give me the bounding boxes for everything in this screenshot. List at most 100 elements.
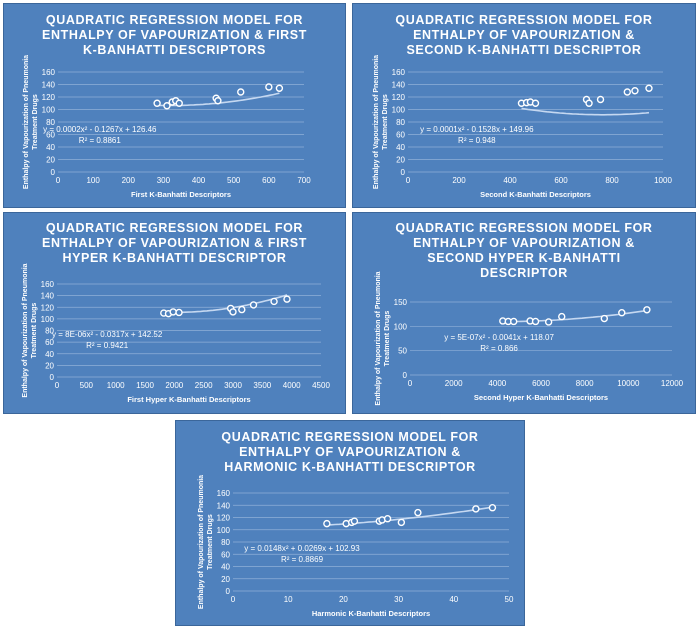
y-tick-label: 0 (403, 371, 408, 380)
x-tick-label: 1500 (136, 381, 154, 390)
chart-title: QUADRATIC REGRESSION MODEL FOR ENTHALPY … (42, 13, 307, 57)
x-tick-label: 1000 (654, 176, 672, 185)
x-tick-label: 600 (262, 176, 276, 185)
data-point (472, 505, 480, 513)
scatter-plot: 0 50 100 150 0 2000 4000 6000 8000 10000 12000 Seco… (375, 271, 684, 405)
y-tick-label: 160 (217, 489, 231, 498)
scatter-plot: 0 20 40 60 80 100 120 140 160 0 10 20 30 40 50 Harmonic… (198, 475, 514, 618)
x-tick-label: 600 (554, 176, 568, 185)
data-point (596, 95, 605, 104)
y-tick-label: 100 (392, 106, 406, 115)
data-point (153, 99, 161, 107)
x-tick-label: 50 (505, 595, 514, 604)
x-tick-label: 0 (231, 595, 236, 604)
x-tick-label: 8000 (576, 379, 594, 388)
regression-equation: y = 0.0001x² - 0.1528x + 149.96 (420, 125, 534, 134)
x-tick-label: 3500 (253, 381, 271, 390)
x-tick-label: 10000 (617, 379, 640, 388)
x-tick-label: 0 (408, 379, 413, 388)
data-point (544, 318, 553, 326)
data-point (510, 317, 518, 326)
y-tick-label: 80 (396, 118, 405, 127)
y-tick-label: 80 (46, 118, 55, 127)
x-tick-label: 2500 (195, 381, 213, 390)
data-point (214, 97, 222, 105)
y-tick-label: 0 (50, 373, 55, 382)
y-tick-label: 80 (221, 538, 230, 547)
x-tick-label: 12000 (661, 379, 684, 388)
data-point (558, 312, 566, 321)
data-point (350, 517, 359, 525)
regression-equation: y = 0.0148x² + 0.0269x + 102.93 (244, 544, 360, 553)
y-tick-label: 60 (46, 131, 55, 140)
x-tick-label: 2000 (165, 381, 183, 390)
data-point (323, 519, 331, 528)
x-tick-label: 10 (284, 595, 293, 604)
y-axis-label: Enthalpy of Vapourization of Pneumonia (23, 55, 30, 189)
x-tick-label: 0 (56, 176, 61, 185)
scatter-plot: 0 20 40 60 80 100 120 140 160 0 500 1000 1500 2000 250… (22, 263, 330, 404)
data-point (643, 306, 651, 314)
data-point (249, 301, 258, 309)
data-point (265, 83, 273, 91)
x-axis-label: Second K-Banhatti Descriptors (480, 190, 591, 199)
data-point (600, 314, 609, 323)
scatter-plot: 0 20 40 60 80 100 120 140 160 0 200 400 600 800 1000 Se… (373, 55, 672, 199)
y-tick-label: 0 (51, 168, 56, 177)
chart-title: QUADRATIC REGRESSION MODEL FOR ENTHALPY … (42, 221, 307, 265)
y-tick-label: 40 (45, 350, 54, 359)
data-point (645, 84, 653, 92)
y-axis-label: Treatment Drugs (384, 311, 391, 367)
y-tick-label: 140 (42, 81, 56, 90)
scatter-plot: 0 20 40 60 80 100 120 140 160 0 100 200 300 400 500 600… (23, 55, 311, 199)
trendline (521, 107, 650, 116)
y-axis-label: Treatment Drugs (32, 94, 39, 150)
y-axis-label: Treatment Drugs (207, 514, 214, 570)
regression-equation: y = 0.0002x² - 0.1267x + 126.46 (43, 125, 157, 134)
r-squared: R² = 0.8869 (281, 555, 324, 564)
y-axis-label: Treatment Drugs (31, 303, 38, 359)
x-tick-label: 0 (55, 381, 60, 390)
data-point (623, 88, 631, 96)
trendline (163, 294, 288, 314)
chart-panel-second-k-banhatti: QUADRATIC REGRESSION MODEL FOR ENTHALPY … (352, 3, 696, 208)
y-tick-label: 40 (221, 563, 230, 572)
y-tick-label: 160 (392, 68, 406, 77)
data-point (383, 515, 392, 523)
data-point (275, 84, 284, 92)
x-tick-label: 200 (452, 176, 466, 185)
chart-panel-first-k-banhatti: QUADRATIC REGRESSION MODEL FOR ENTHALPY … (3, 3, 346, 208)
data-point (488, 503, 497, 512)
y-tick-label: 60 (396, 131, 405, 140)
y-tick-label: 100 (41, 315, 55, 324)
data-point (397, 518, 406, 527)
data-point (237, 88, 245, 96)
y-tick-label: 120 (217, 514, 231, 523)
y-axis-label: Enthalpy of Vapourization of Pneumonia (198, 475, 205, 609)
y-axis-label: Enthalpy of Vapourization of Pneumonia (375, 271, 382, 405)
data-point (270, 297, 278, 306)
y-tick-label: 20 (221, 575, 230, 584)
y-tick-label: 120 (41, 303, 55, 312)
x-tick-label: 500 (227, 176, 241, 185)
x-tick-label: 30 (394, 595, 403, 604)
y-tick-label: 40 (46, 143, 55, 152)
data-point (175, 308, 183, 317)
y-tick-label: 60 (221, 550, 230, 559)
y-tick-label: 0 (401, 168, 406, 177)
data-point (163, 102, 171, 110)
y-axis-label: Enthalpy of Vapourization of Pneumonia (373, 55, 380, 189)
x-axis-label: First K-Banhatti Descriptors (131, 190, 231, 199)
data-point (229, 308, 237, 316)
x-tick-label: 100 (86, 176, 100, 185)
x-tick-label: 4500 (312, 381, 330, 390)
data-point (283, 295, 291, 303)
data-point (585, 99, 593, 107)
data-point (414, 508, 422, 517)
y-tick-label: 120 (42, 93, 56, 102)
x-tick-label: 6000 (532, 379, 550, 388)
y-tick-label: 20 (46, 156, 55, 165)
x-axis-label: Second Hyper K-Banhatti Descriptors (474, 393, 608, 402)
x-tick-label: 400 (503, 176, 517, 185)
x-tick-label: 0 (406, 176, 411, 185)
